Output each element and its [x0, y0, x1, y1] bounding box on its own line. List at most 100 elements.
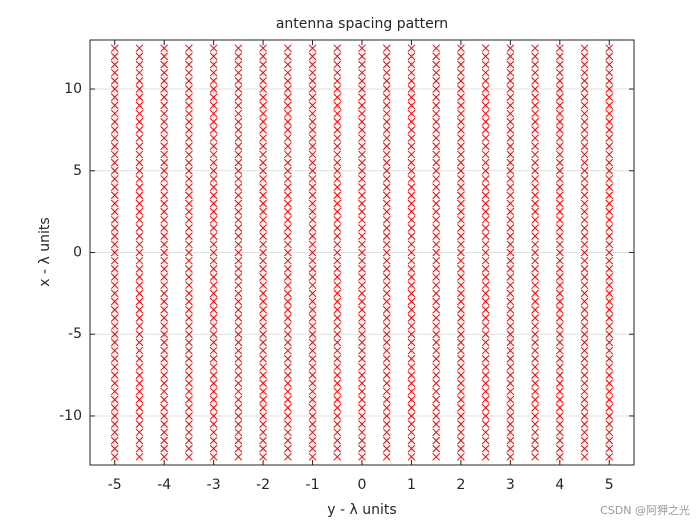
point [259, 264, 267, 273]
point [382, 428, 391, 437]
point [506, 346, 515, 355]
point [234, 403, 243, 412]
point [259, 346, 267, 355]
point [308, 232, 317, 241]
point [382, 412, 391, 420]
point [580, 166, 589, 175]
x-tick-label: -1 [306, 477, 320, 493]
point [531, 166, 539, 175]
point [481, 134, 490, 142]
point [333, 240, 342, 249]
point [407, 273, 416, 281]
point [481, 452, 490, 461]
point [481, 85, 490, 93]
point [555, 363, 564, 371]
point [135, 199, 144, 208]
point [185, 224, 193, 232]
point [110, 314, 119, 322]
point [308, 444, 317, 453]
point [580, 215, 589, 224]
point [185, 191, 193, 200]
point [234, 101, 243, 110]
point [407, 297, 416, 306]
point [333, 183, 342, 191]
point [358, 420, 366, 428]
point [506, 232, 515, 241]
point [506, 158, 515, 167]
point [358, 158, 366, 167]
point [580, 330, 589, 339]
point [555, 444, 564, 453]
point [506, 77, 515, 85]
point [555, 264, 564, 273]
axes-box [89, 39, 635, 466]
point [259, 215, 267, 224]
point [407, 191, 416, 200]
point [308, 436, 317, 445]
point [110, 387, 119, 396]
point [481, 395, 490, 404]
point [160, 44, 169, 53]
point [234, 166, 243, 175]
point [531, 191, 539, 200]
point [185, 215, 193, 224]
point [209, 371, 218, 379]
point [481, 403, 490, 412]
point [110, 134, 119, 142]
point [580, 354, 589, 363]
point [283, 60, 292, 69]
point [432, 452, 441, 461]
point [358, 338, 366, 347]
point [333, 117, 342, 126]
point [308, 199, 317, 208]
point [185, 273, 193, 281]
point [259, 240, 267, 249]
point [209, 134, 218, 142]
point [209, 142, 218, 151]
point [506, 412, 515, 420]
point [333, 428, 342, 437]
point [358, 289, 366, 298]
point [110, 305, 119, 314]
point [531, 412, 539, 420]
point [110, 330, 119, 339]
point [605, 150, 614, 159]
point [555, 158, 564, 167]
point [308, 428, 317, 437]
point [481, 191, 490, 200]
point [506, 52, 515, 61]
point [185, 166, 193, 175]
point [407, 444, 416, 453]
point [481, 109, 490, 118]
point [457, 191, 465, 200]
point [506, 338, 515, 347]
point [283, 354, 292, 363]
point [506, 444, 515, 453]
point [135, 44, 144, 53]
point [283, 314, 292, 322]
point [457, 444, 465, 453]
point [259, 207, 267, 216]
point [333, 232, 342, 241]
point [308, 175, 317, 183]
point [308, 142, 317, 151]
point [481, 150, 490, 159]
point [110, 420, 119, 428]
point [308, 166, 317, 175]
point [605, 142, 614, 151]
point [110, 215, 119, 224]
point [333, 281, 342, 290]
point [358, 101, 366, 110]
point [481, 101, 490, 110]
point [185, 232, 193, 241]
point [506, 60, 515, 69]
point [531, 436, 539, 445]
point [135, 85, 144, 93]
point [432, 412, 441, 420]
point [407, 428, 416, 437]
point [110, 322, 119, 330]
point [358, 248, 366, 257]
point [382, 166, 391, 175]
point [185, 305, 193, 314]
